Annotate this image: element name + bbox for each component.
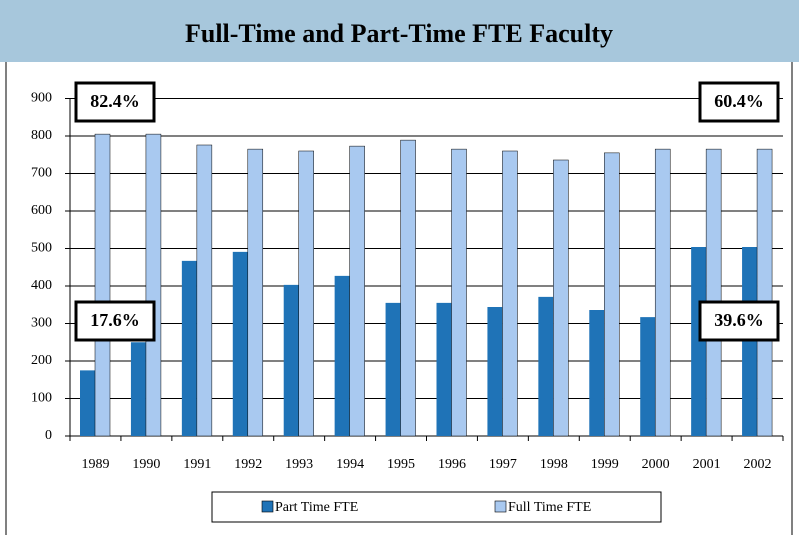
x-tick-label: 1993 bbox=[285, 457, 313, 472]
x-tick-label: 1994 bbox=[336, 457, 364, 472]
bar bbox=[334, 275, 350, 436]
annotation: 39.6% bbox=[714, 310, 764, 330]
y-tick-label: 300 bbox=[31, 316, 52, 331]
bar bbox=[640, 317, 656, 436]
legend-label: Part Time FTE bbox=[275, 500, 358, 515]
bar bbox=[385, 302, 401, 436]
bar bbox=[145, 133, 162, 437]
bar bbox=[756, 148, 773, 437]
title-band bbox=[0, 0, 799, 62]
annotation: 60.4% bbox=[714, 91, 764, 111]
bar bbox=[247, 148, 264, 437]
annotation-box bbox=[698, 300, 780, 342]
annotation: 17.6% bbox=[90, 310, 140, 330]
bar bbox=[436, 302, 452, 436]
annotation-box bbox=[74, 300, 156, 342]
legend-swatch bbox=[494, 500, 507, 513]
bar bbox=[94, 133, 111, 437]
y-tick-label: 800 bbox=[31, 128, 52, 143]
x-tick-label: 2001 bbox=[693, 457, 721, 472]
bar bbox=[502, 150, 518, 437]
bar bbox=[283, 284, 299, 436]
x-tick-label: 1998 bbox=[540, 457, 568, 472]
annotation: 82.4% bbox=[90, 91, 140, 111]
bar bbox=[705, 148, 722, 437]
bar bbox=[130, 342, 146, 436]
bar bbox=[654, 148, 671, 437]
y-tick-label: 100 bbox=[31, 391, 52, 406]
annotation-box bbox=[698, 81, 780, 123]
legend-swatch bbox=[261, 500, 274, 513]
bar bbox=[400, 139, 416, 437]
y-tick-label: 700 bbox=[31, 166, 52, 181]
bar bbox=[298, 150, 314, 437]
y-tick-label: 900 bbox=[31, 91, 52, 106]
x-tick-label: 1996 bbox=[438, 457, 466, 472]
y-tick-label: 200 bbox=[31, 353, 52, 368]
bar bbox=[487, 307, 503, 436]
x-tick-label: 1990 bbox=[132, 457, 160, 472]
x-tick-label: 1999 bbox=[591, 457, 619, 472]
legend-label: Full Time FTE bbox=[508, 500, 591, 515]
x-tick-label: 1989 bbox=[81, 457, 109, 472]
bar bbox=[349, 145, 365, 437]
chart-title: Full-Time and Part-Time FTE Faculty bbox=[185, 19, 613, 48]
bar bbox=[538, 296, 554, 436]
y-tick-label: 500 bbox=[31, 241, 52, 256]
legend-box bbox=[211, 491, 662, 523]
bar bbox=[553, 159, 569, 437]
bar bbox=[589, 310, 605, 436]
bar bbox=[181, 260, 197, 436]
bar bbox=[80, 370, 95, 436]
x-tick-label: 1992 bbox=[234, 457, 262, 472]
bar bbox=[604, 152, 620, 437]
bar bbox=[196, 144, 213, 437]
y-tick-label: 400 bbox=[31, 278, 52, 293]
x-tick-label: 1995 bbox=[387, 457, 415, 472]
annotation-box bbox=[74, 81, 156, 123]
x-tick-label: 2002 bbox=[744, 457, 772, 472]
x-tick-label: 1991 bbox=[183, 457, 211, 472]
y-tick-label: 600 bbox=[31, 203, 52, 218]
x-tick-label: 2000 bbox=[642, 457, 670, 472]
bar bbox=[451, 148, 467, 437]
bar bbox=[232, 251, 248, 436]
y-tick-label: 0 bbox=[45, 428, 52, 443]
x-tick-label: 1997 bbox=[489, 457, 517, 472]
